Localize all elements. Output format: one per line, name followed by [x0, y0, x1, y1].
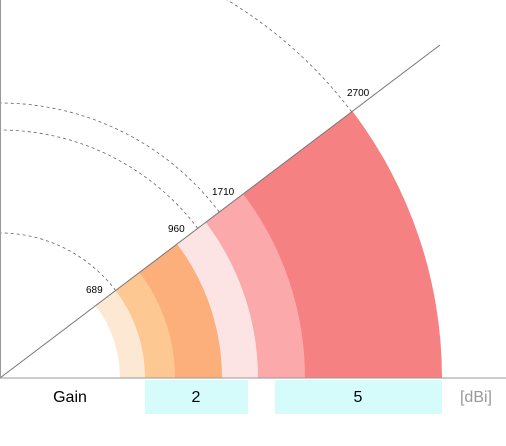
gain-value: 5	[354, 389, 363, 406]
freq-label: 960	[168, 224, 185, 235]
dashed-arcs	[0, 0, 352, 291]
freq-label: 2700	[347, 88, 370, 99]
band	[243, 111, 442, 378]
freq-label: 689	[86, 285, 103, 296]
gain-value: 2	[192, 389, 201, 406]
diagonal	[0, 44, 441, 379]
bands	[95, 111, 442, 378]
dashed-arc	[0, 232, 116, 291]
dashed-arc	[0, 129, 199, 229]
gain-label: Gain	[53, 389, 87, 406]
unit-label: [dBi]	[460, 389, 492, 406]
gain-cell	[145, 380, 248, 414]
dashed-arc	[0, 102, 220, 213]
freq-label: 1710	[212, 187, 235, 198]
gain-cell	[275, 380, 442, 414]
dashed-arc	[226, 0, 352, 113]
